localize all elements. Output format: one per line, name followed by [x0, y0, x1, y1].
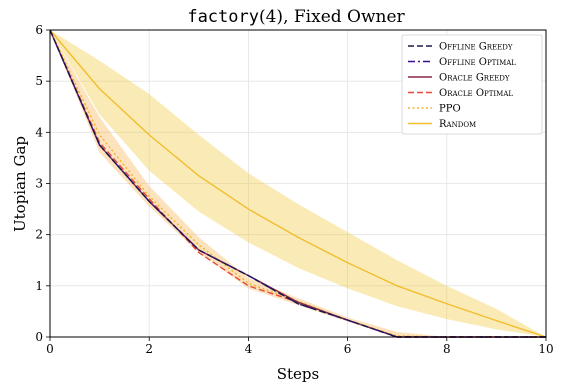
x-tick-label: 6: [344, 342, 352, 356]
line-ppo: [49, 29, 546, 338]
line-random: [49, 29, 547, 338]
x-axis-label: Steps: [277, 365, 319, 383]
legend-label-random: Random: [439, 119, 476, 130]
y-axis-label: Utopian Gap: [11, 136, 29, 232]
legend-label-oracle-greedy: Oracle Greedy: [439, 73, 510, 84]
x-axis-ticks: 0 2 4 6 8 10: [46, 337, 554, 356]
y-axis-ticks: 0 1 2 3 4 5 6: [35, 23, 50, 344]
y-tick-label: 2: [35, 228, 43, 242]
legend-label-offline-optimal: Offline Optimal: [439, 57, 516, 68]
legend-label-offline-greedy: Offline Greedy: [439, 42, 513, 53]
x-tick-label: 8: [443, 342, 451, 356]
band-random: [50, 30, 546, 337]
x-tick-label: 10: [538, 342, 553, 356]
legend-label-ppo: PPO: [439, 104, 461, 115]
legend: Offline Greedy Offline Optimal Oracle Gree…: [401, 34, 543, 135]
y-tick-label: 0: [35, 330, 43, 344]
x-tick-label: 4: [245, 342, 253, 356]
legend-box: [401, 34, 543, 135]
error-bands: [50, 30, 546, 337]
y-tick-label: 3: [35, 177, 43, 191]
y-tick-label: 4: [35, 125, 43, 139]
x-tick-label: 0: [46, 342, 54, 356]
legend-label-oracle-optimal: Oracle Optimal: [439, 88, 513, 99]
title-func: factory: [187, 7, 259, 27]
x-tick-label: 2: [145, 342, 153, 356]
title-args: (4), Fixed Owner: [259, 7, 406, 27]
chart-title: factory(4), Fixed Owner: [187, 7, 405, 27]
y-tick-label: 1: [35, 279, 43, 293]
y-tick-label: 5: [35, 74, 43, 88]
y-tick-label: 6: [35, 23, 43, 37]
